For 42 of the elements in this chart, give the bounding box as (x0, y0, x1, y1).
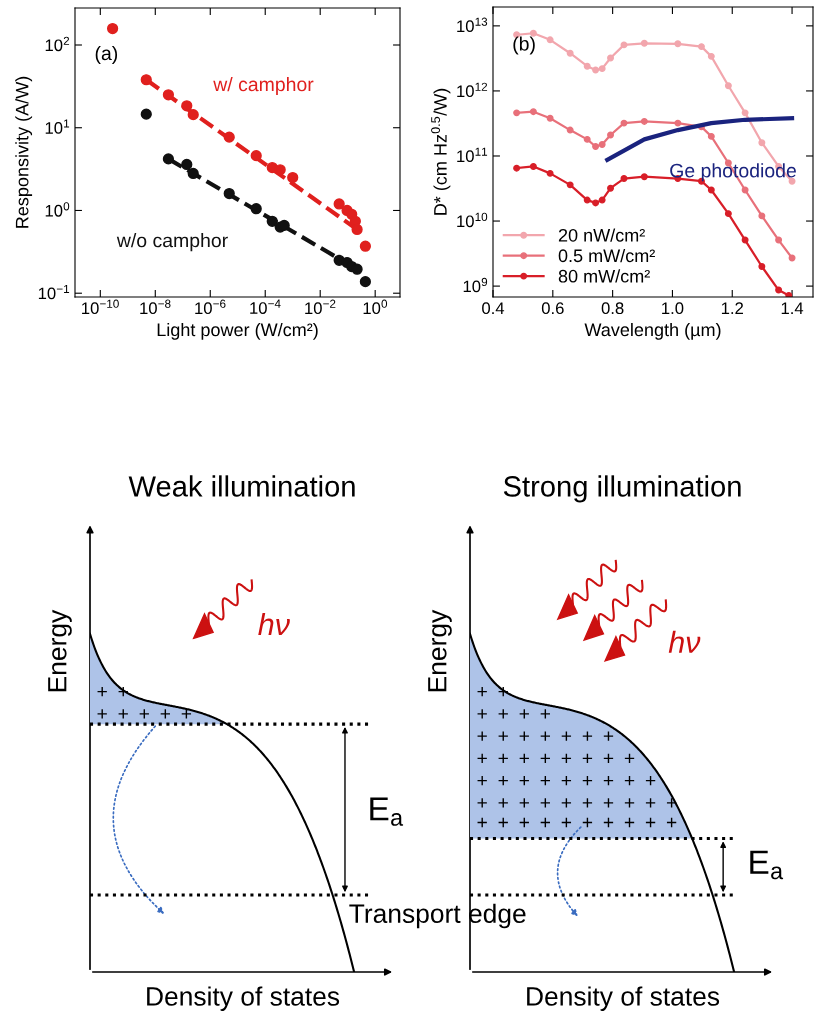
y-tick-label: 10$^{12}$ (457, 82, 488, 98)
annotation: (b) (513, 36, 535, 55)
x-tick-label: 10$^{−6}$ (195, 299, 226, 315)
text: hν (668, 630, 701, 653)
x-tick-label: 1.2 (721, 302, 743, 314)
y-tick-label: 10$^{10}$ (457, 212, 488, 228)
text: E$_{a}$ (750, 850, 784, 880)
text: Density of states (527, 986, 720, 1011)
y-tick-label: 10$^{1}$ (45, 119, 70, 134)
text: Energy (428, 609, 452, 692)
x-tick-label: 0.4 (482, 302, 505, 315)
legend-label: 80 mW/cm² (558, 269, 650, 283)
x-tick-label: 0.6 (541, 302, 564, 315)
x-tick-label: 10$^{−8}$ (140, 299, 171, 315)
x-tick-label: 10$^{−2}$ (305, 299, 336, 315)
text: Weak illumination (128, 475, 355, 497)
y-axis-title: D* (cm Hz$^{0.5}$/W) (431, 88, 451, 215)
x-tick-label: 10$^{−4}$ (250, 299, 281, 314)
text: Density of states (147, 986, 340, 1011)
x-tick-label: 1.4 (781, 302, 804, 314)
x-tick-label: 10$^{−10}$ (82, 299, 119, 315)
x-axis-title: Light power (W/cm²) (157, 322, 318, 340)
annotation: (a) (95, 45, 118, 65)
text: E$_{a}$ (370, 797, 404, 826)
series-label: w/ camphor (213, 76, 314, 96)
y-tick-label: 10$^{11}$ (457, 147, 488, 163)
x-tick-label: 0.8 (601, 302, 624, 315)
y-axis-title: Responsivity (A/W) (15, 76, 33, 228)
y-tick-label: 10$^{0}$ (45, 202, 70, 217)
y-tick-label: 10$^{13}$ (457, 17, 488, 33)
x-tick-label: 1.0 (662, 302, 684, 315)
series-label: w/o camphor (116, 233, 228, 252)
legend-label: 0.5 mW/cm² (558, 248, 655, 263)
y-tick-label: 10$^{2}$ (45, 36, 70, 52)
text: hν (258, 612, 290, 636)
text: Strong illumination (503, 475, 741, 503)
y-tick-label: 10$^{9}$ (463, 277, 488, 293)
text: Energy (48, 609, 72, 692)
x-axis-title: Wavelength (µm) (584, 322, 721, 340)
x-tick-label: 10$^{0}$ (363, 299, 388, 315)
y-tick-label: 10$^{−1}$ (38, 284, 70, 300)
legend-label: 20 nW/cm² (558, 228, 645, 242)
